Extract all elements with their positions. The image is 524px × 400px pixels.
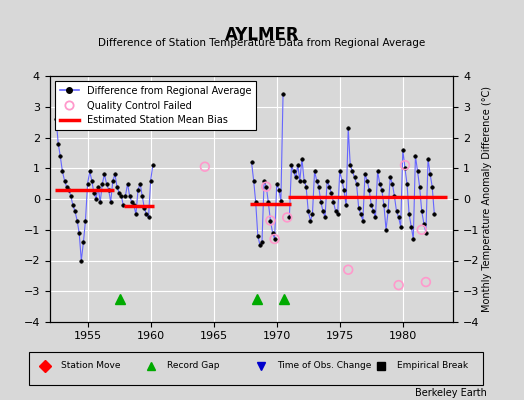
Point: [418, 226, 426, 233]
Point: [401, 162, 409, 168]
Y-axis label: Monthly Temperature Anomaly Difference (°C): Monthly Temperature Anomaly Difference (…: [482, 86, 492, 312]
Point: [283, 214, 291, 221]
Point: [201, 164, 209, 170]
Text: Station Move: Station Move: [61, 362, 121, 370]
Point: [270, 236, 279, 242]
Text: AYLMER: AYLMER: [225, 26, 299, 44]
Point: [395, 282, 403, 288]
Text: Berkeley Earth: Berkeley Earth: [416, 388, 487, 398]
Point: [344, 266, 353, 273]
Point: [422, 279, 430, 285]
Text: Difference of Station Temperature Data from Regional Average: Difference of Station Temperature Data f…: [99, 38, 425, 48]
Text: Time of Obs. Change: Time of Obs. Change: [278, 362, 372, 370]
Text: Record Gap: Record Gap: [167, 362, 220, 370]
Text: Empirical Break: Empirical Break: [397, 362, 468, 370]
Legend: Difference from Regional Average, Quality Control Failed, Estimated Station Mean: Difference from Regional Average, Qualit…: [54, 81, 256, 130]
Point: [262, 184, 270, 190]
Point: [266, 217, 275, 224]
